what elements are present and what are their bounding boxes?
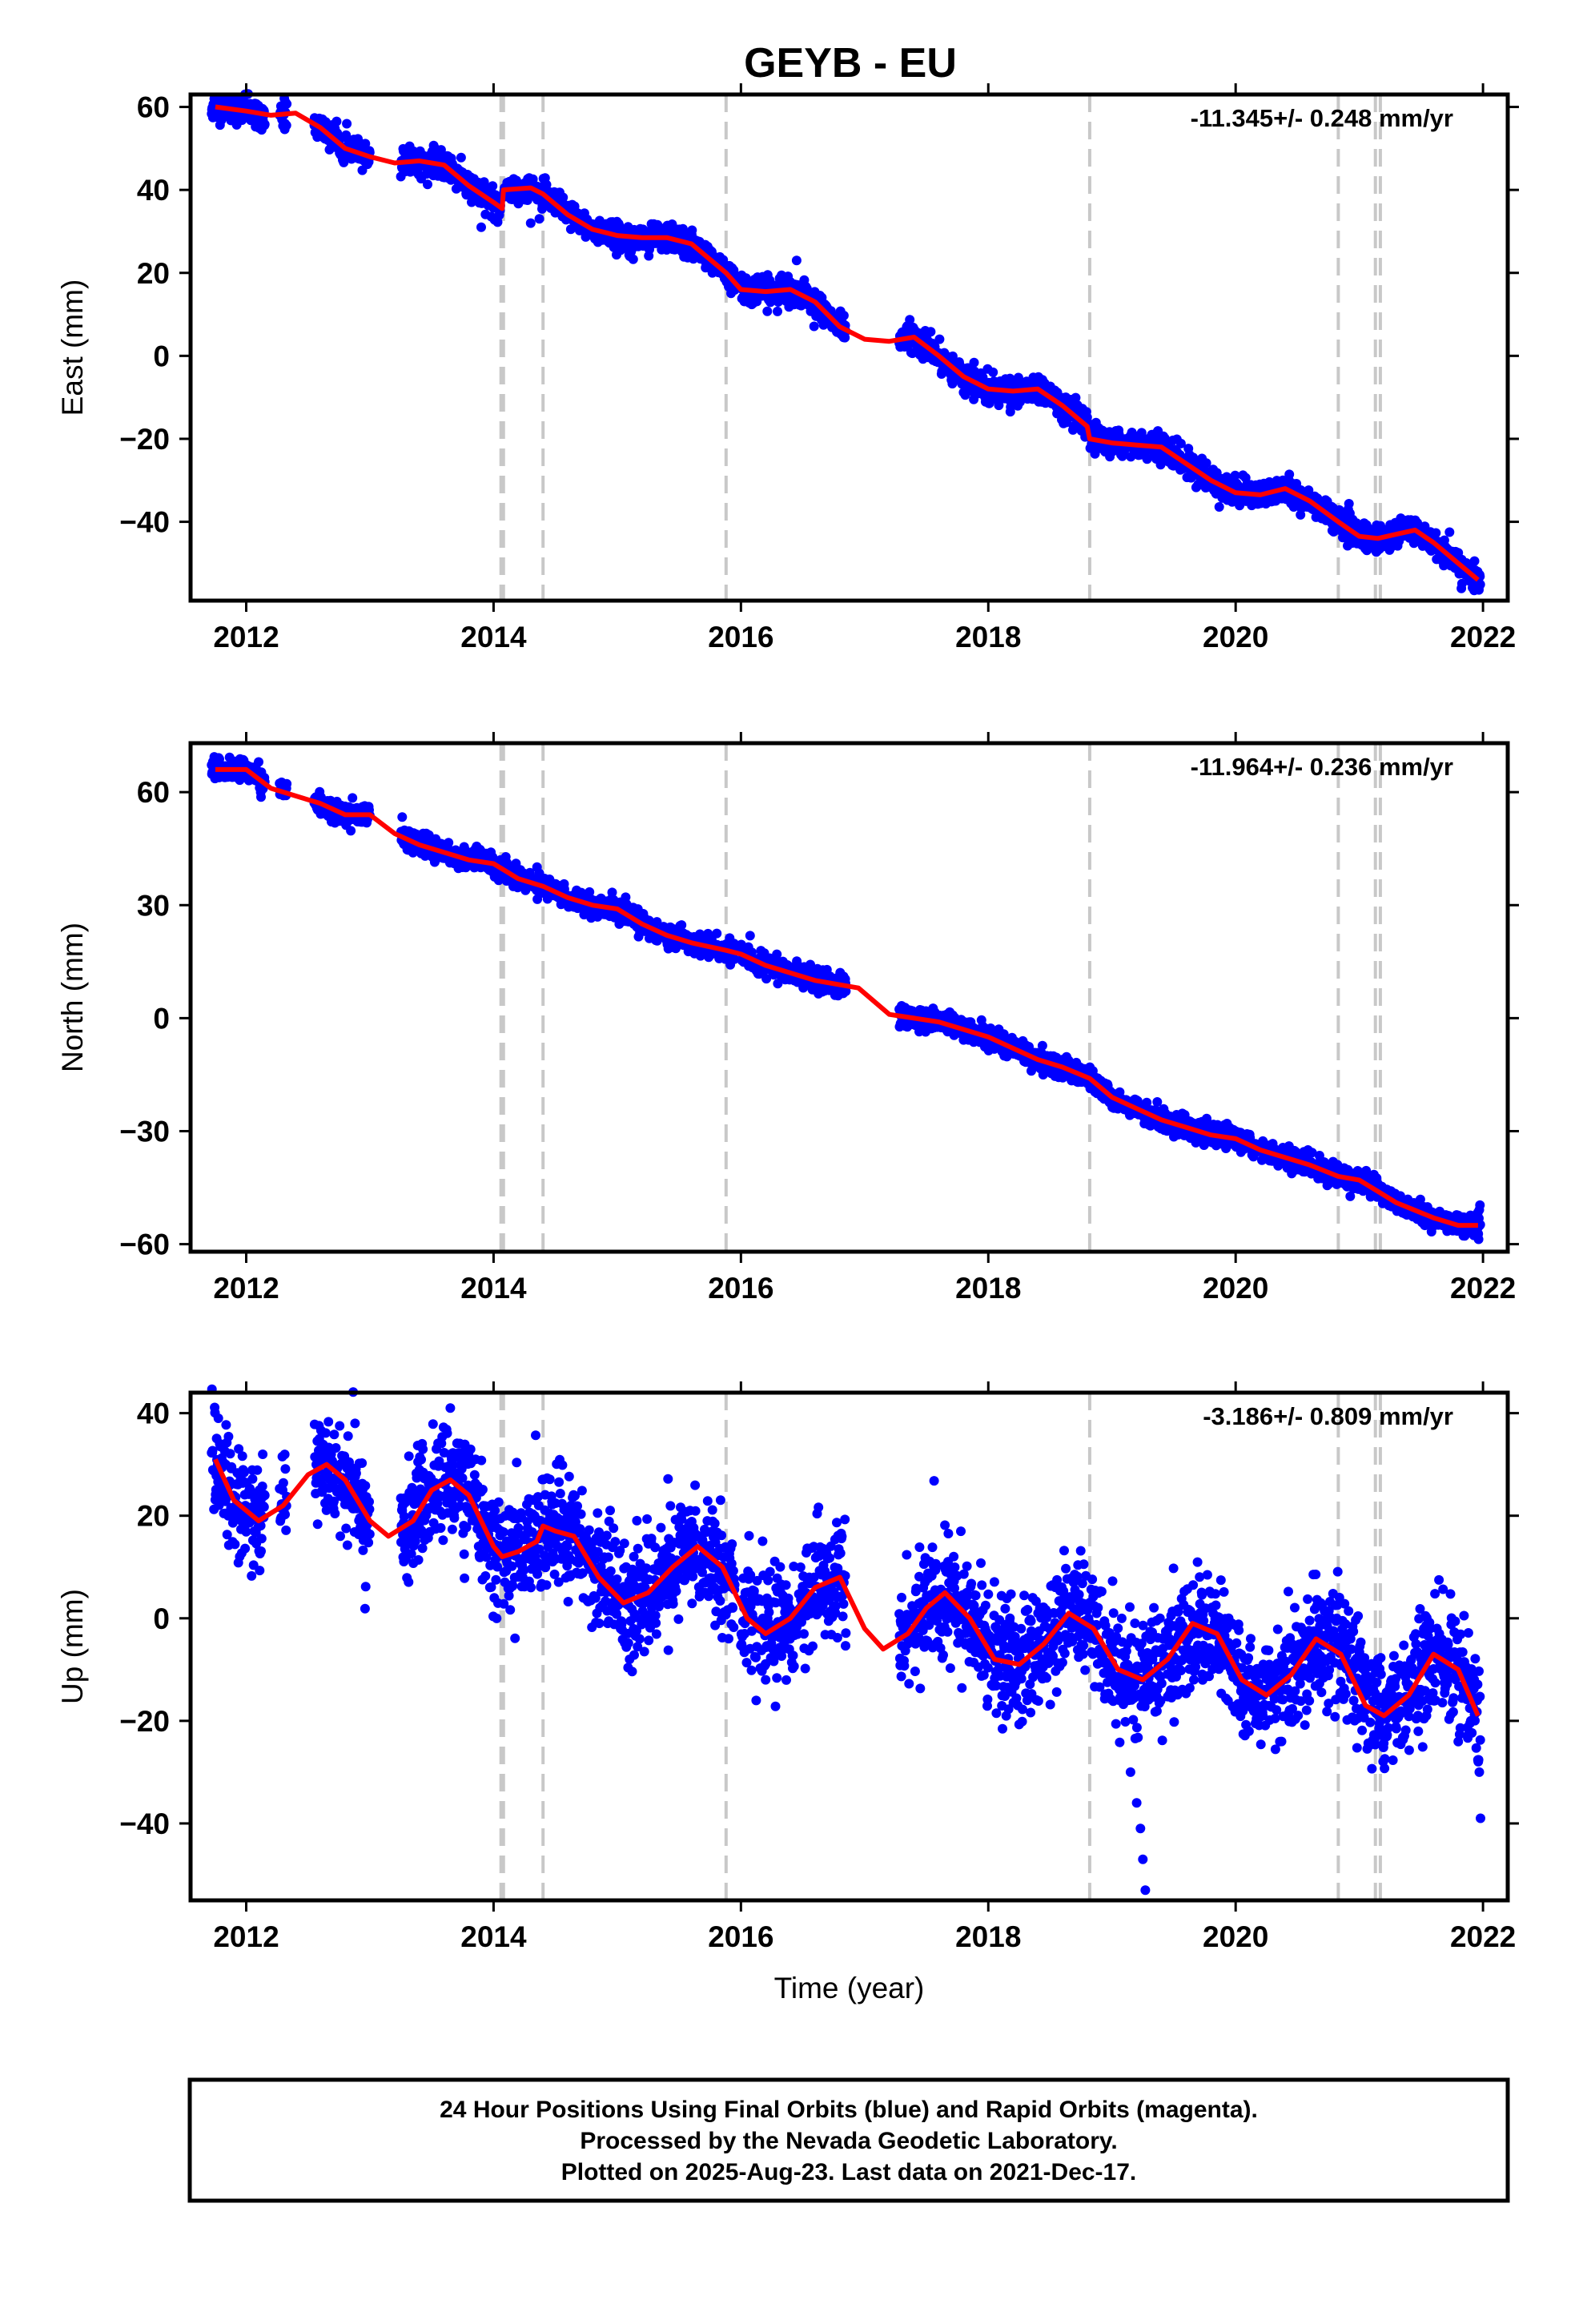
east-x-tick-label: 2014 <box>460 621 527 653</box>
north-data-point <box>348 793 358 803</box>
north-data-point <box>282 778 292 789</box>
east-y-tick-label: 60 <box>137 91 170 124</box>
east-data-point <box>628 254 638 264</box>
east-data-point <box>423 179 432 190</box>
east-data-point <box>259 119 270 130</box>
east-data-point <box>773 306 782 316</box>
east-ticks: 2012 2014 2016 2018 2020 2022 −40 −20 0 20 40 60 <box>119 83 1519 653</box>
east-y-tick-label: 40 <box>137 174 170 207</box>
east-data-point <box>525 218 536 228</box>
east-data-point <box>331 116 342 127</box>
east-data-point <box>456 152 466 163</box>
east-data-point <box>558 192 569 203</box>
east-data-point <box>541 179 552 190</box>
north-data-point <box>677 920 687 931</box>
east-rate-label: -11.345+/- 0.248 mm/yr <box>1191 104 1453 132</box>
north-data-point <box>712 928 722 939</box>
east-data-point <box>1469 556 1480 566</box>
east-data-point <box>687 225 697 235</box>
east-plot-frame <box>188 92 1510 603</box>
east-y-tick-label: 0 <box>153 340 170 372</box>
north-data-point <box>745 931 755 941</box>
east-data-point <box>926 327 936 337</box>
east-data-point <box>488 181 498 191</box>
east-data-point <box>528 174 538 184</box>
east-x-tick-label: 2018 <box>955 621 1021 653</box>
east-x-tick-label: 2012 <box>213 621 279 653</box>
east-y-tick-label: −40 <box>119 506 170 539</box>
north-data-point <box>256 792 266 802</box>
east-y-tick-label: 20 <box>137 257 170 290</box>
east-data-point <box>342 119 352 129</box>
north-data-point <box>1037 1040 1047 1051</box>
east-data-point <box>1214 502 1224 512</box>
east-data-point <box>282 99 292 109</box>
east-data-point <box>791 255 802 266</box>
east-data-point <box>809 321 819 332</box>
east-data-point <box>969 357 979 368</box>
east-data-point <box>934 334 945 344</box>
east-y-axis-label: East (mm) <box>56 279 89 416</box>
east-data-point <box>281 120 291 131</box>
east-data-point <box>1344 499 1354 509</box>
north-step-lines <box>499 743 1382 1252</box>
east-data-point <box>988 367 998 377</box>
east-data-point <box>1284 469 1295 480</box>
north-data-point <box>346 826 356 836</box>
figure-title: GEYB - EU <box>744 40 957 86</box>
east-data-point <box>1431 528 1441 538</box>
east-data-point <box>762 306 773 316</box>
east-x-tick-label: 2016 <box>708 621 773 653</box>
north-data-point <box>397 812 408 822</box>
east-data-point <box>534 214 544 224</box>
east-y-tick-label: −20 <box>119 423 170 456</box>
east-x-tick-label: 2020 <box>1203 621 1268 653</box>
north-points <box>207 752 1485 1244</box>
east-data-point <box>476 222 486 232</box>
east-step-lines <box>499 94 1382 601</box>
north-data-point <box>444 838 454 848</box>
east-data-point <box>838 311 849 320</box>
east-x-tick-label: 2022 <box>1450 621 1516 653</box>
panel-east: 2012 2014 2016 2018 2020 2022 −40 −20 0 20 40 60 -1… <box>56 83 1519 653</box>
east-data-point <box>1444 527 1455 537</box>
